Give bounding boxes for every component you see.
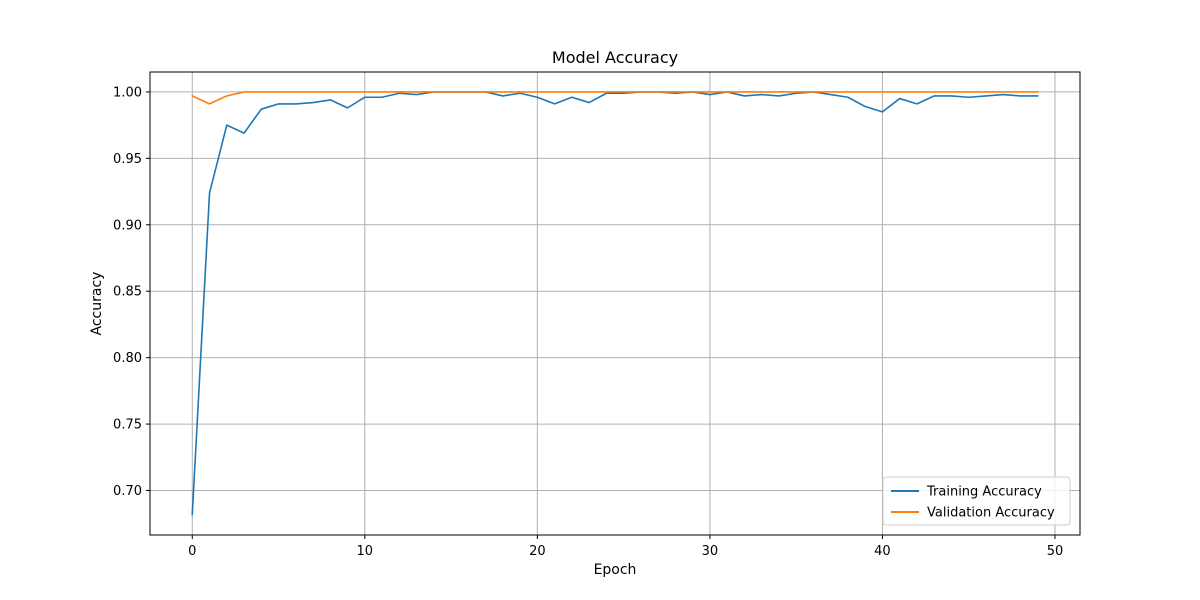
grid xyxy=(150,72,1080,535)
legend-box xyxy=(882,476,1071,526)
ticks: 0 10 20 30 40 50 0.70 0.75 0.80 0.85 0.90 0.95 1.00 xyxy=(113,85,1063,559)
chart-title: Model Accuracy xyxy=(552,48,678,67)
y-tick-label: 0.80 xyxy=(113,351,142,366)
x-tick-label: 50 xyxy=(1047,544,1064,559)
legend-label-training: Training Accuracy xyxy=(926,485,1042,500)
y-tick-label: 0.95 xyxy=(113,152,142,167)
legend: Training Accuracy Validation Accuracy xyxy=(882,476,1071,526)
x-tick-label: 20 xyxy=(529,544,546,559)
x-tick-label: 30 xyxy=(702,544,719,559)
validation-accuracy-line xyxy=(191,91,1039,105)
y-tick-label: 0.90 xyxy=(113,218,142,233)
x-tick-label: 0 xyxy=(188,544,196,559)
y-axis-title: Accuracy xyxy=(89,272,105,336)
legend-label-validation: Validation Accuracy xyxy=(927,506,1055,521)
training-accuracy-line xyxy=(191,91,1039,516)
x-axis-title: Epoch xyxy=(594,562,637,578)
plot-frame xyxy=(149,71,1081,536)
y-tick-label: 0.70 xyxy=(113,484,142,499)
y-tick-label: 1.00 xyxy=(113,85,142,100)
x-tick-label: 40 xyxy=(874,544,891,559)
x-tick-label: 10 xyxy=(357,544,374,559)
y-tick-label: 0.75 xyxy=(113,418,142,433)
y-tick-label: 0.85 xyxy=(113,285,142,300)
series-lines xyxy=(191,91,1039,516)
